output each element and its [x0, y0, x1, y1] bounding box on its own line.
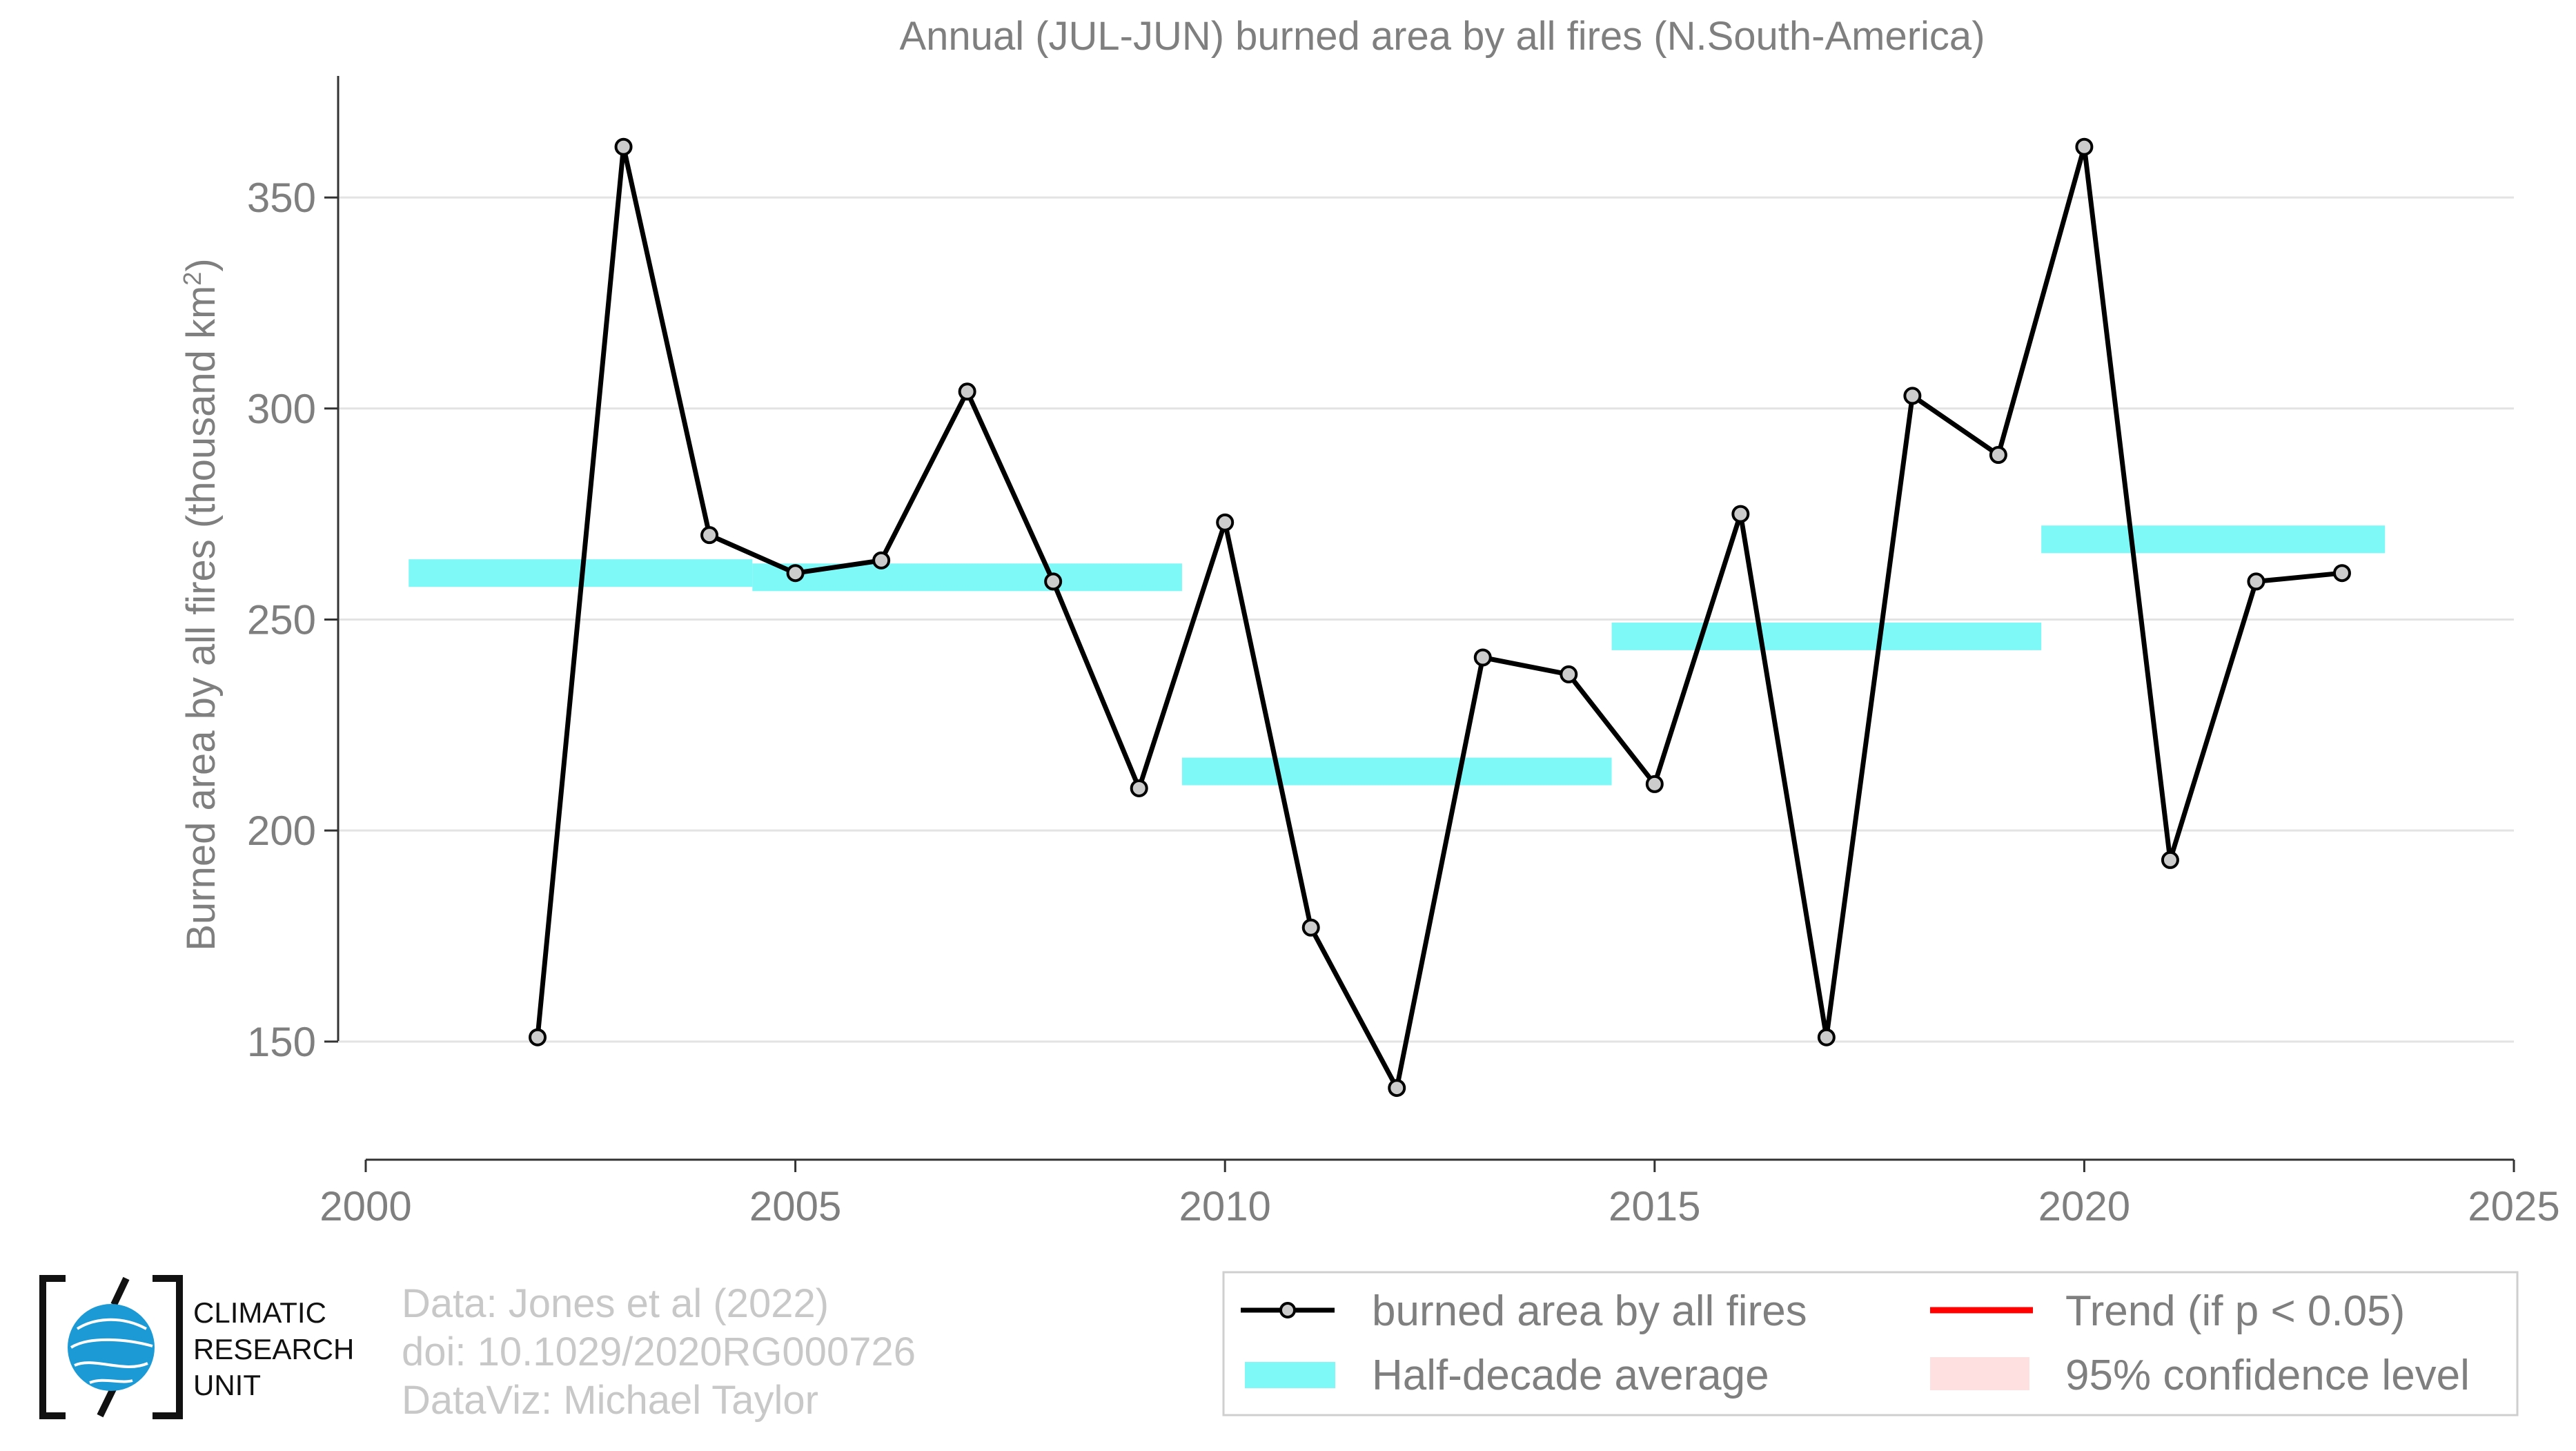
y-axis: 150 200 250 300 350: [247, 76, 340, 1065]
y-tick-label: 350: [247, 175, 316, 221]
data-point: [1388, 1079, 1406, 1098]
data-point: [1817, 1028, 1836, 1046]
legend-label-series: burned area by all fires: [1372, 1287, 1807, 1335]
half-decade-band: [1611, 622, 2042, 650]
half-decade-band: [2041, 525, 2386, 554]
data-point: [1645, 775, 1664, 793]
x-tick-label: 2025: [2468, 1183, 2559, 1229]
credit-doi: doi: 10.1029/2020RG000726: [402, 1330, 916, 1374]
logo-slash-bottom: [97, 1385, 117, 1418]
series-points: [529, 137, 2351, 1098]
data-point: [1301, 918, 1320, 937]
cru-logo: CLIMATIC RESEARCH UNIT: [39, 1275, 354, 1419]
data-point: [1989, 446, 2007, 465]
logo-text-line-3: UNIT: [193, 1369, 261, 1401]
data-point: [700, 526, 719, 545]
x-tick-label: 2005: [749, 1183, 841, 1229]
globe-icon: [68, 1304, 155, 1391]
x-tick-label: 2020: [2038, 1183, 2130, 1229]
half-decade-band: [1181, 757, 1612, 786]
x-axis: 2000 2005 2010 2015 2020 2025: [319, 1158, 2560, 1229]
series-line: [535, 144, 2343, 1091]
x-tick-label: 2010: [1179, 1183, 1270, 1229]
legend-label-confidence: 95% confidence level: [2065, 1352, 2470, 1399]
logo-text-line-1: CLIMATIC: [193, 1296, 326, 1329]
legend-label-average: Half-decade average: [1372, 1352, 1769, 1399]
series-line-layer: [535, 144, 2343, 1091]
chart-title: Annual (JUL-JUN) burned area by all fire…: [899, 14, 1985, 59]
data-point: [1560, 665, 1578, 683]
y-axis-title: Burned area by all fires (thousand km2): [178, 258, 224, 951]
y-tick-label: 150: [247, 1019, 316, 1065]
data-point: [1130, 779, 1148, 797]
logo-bracket-left: [39, 1275, 66, 1419]
logo-slash-top: [110, 1276, 130, 1307]
y-axis-title-text: Burned area by all fires (thousand km: [179, 286, 224, 951]
data-point: [872, 551, 891, 569]
data-point: [529, 1028, 547, 1046]
grid-lines: [338, 196, 2514, 1043]
data-point: [2332, 564, 2351, 583]
legend-band-swatch: [1245, 1362, 1335, 1388]
y-tick-label: 300: [247, 386, 316, 432]
data-point: [1903, 387, 1922, 405]
data-point: [2161, 850, 2179, 869]
data-point: [2247, 572, 2265, 591]
half-decade-bands: [409, 525, 2386, 786]
data-point: [614, 137, 633, 156]
x-tick-label: 2015: [1609, 1183, 1700, 1229]
legend-box: [1222, 1271, 2519, 1416]
legend: burned area by all fires Trend (if p < 0…: [1222, 1271, 2519, 1416]
data-point: [1473, 648, 1492, 667]
legend-marker-swatch: [1279, 1302, 1296, 1318]
data-point: [1216, 513, 1235, 532]
data-point: [1731, 505, 1750, 523]
data-point: [2075, 137, 2094, 156]
logo-bracket-right: [153, 1275, 183, 1419]
data-point: [1044, 572, 1063, 591]
data-point: [958, 382, 976, 401]
x-tick-label: 2000: [319, 1183, 411, 1229]
logo-text-line-2: RESEARCH: [193, 1333, 354, 1365]
legend-label-trend: Trend (if p < 0.05): [2065, 1287, 2405, 1335]
legend-confidence-swatch: [1930, 1357, 2029, 1390]
data-point: [786, 564, 805, 583]
y-axis-title-superscript: 2: [178, 272, 206, 286]
y-tick-label: 200: [247, 808, 316, 854]
data-credits: Data: Jones et al (2022) doi: 10.1029/20…: [402, 1281, 916, 1423]
y-axis-title-close: ): [179, 258, 224, 271]
y-tick-label: 250: [247, 596, 316, 643]
credit-data-source: Data: Jones et al (2022): [402, 1281, 829, 1326]
credit-dataviz: DataViz: Michael Taylor: [402, 1378, 818, 1423]
